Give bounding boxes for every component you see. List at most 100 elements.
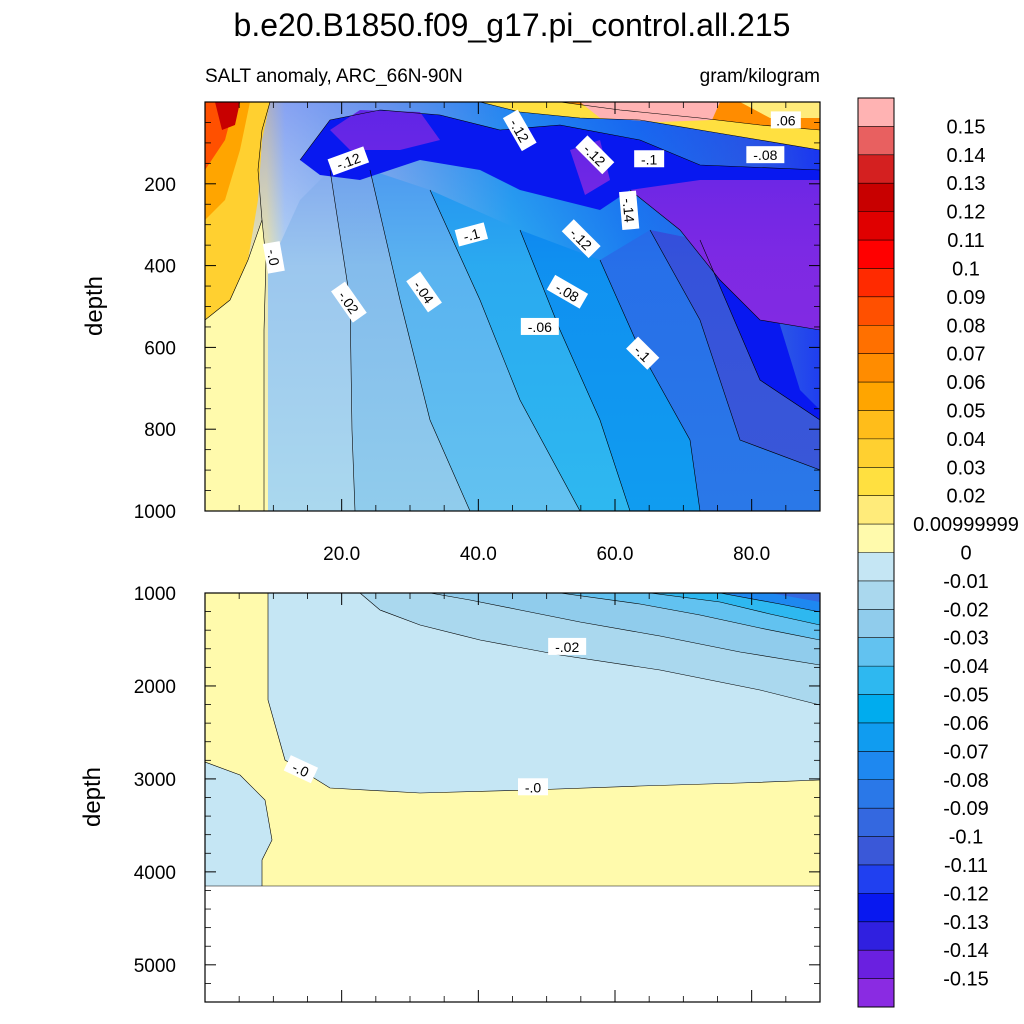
colorbar-swatch [858,325,894,354]
colorbar-swatch [858,552,894,582]
colorbar-swatch [858,126,894,156]
colorbar-swatch [858,240,894,269]
colorbar-swatch [858,183,894,212]
contour-label: -.0 [262,241,285,274]
contour-label: -.0 [518,778,548,796]
contour-label-box [575,135,615,175]
colorbar-label: 0.1 [952,258,980,280]
upper-y-tick-label: 800 [144,420,176,441]
colorbar-swatch [858,211,894,241]
contour-label: -.06 [520,317,559,335]
lower-y-tick-label: 2000 [134,677,176,698]
lower-contour-labels: -.02 -.0 -.0 [283,637,587,796]
contour-label-text: -.14 [620,198,638,224]
upper-y-tick-label: 200 [144,175,176,196]
colorbar-label: -0.13 [943,912,989,934]
colorbar-swatch [858,296,894,326]
lower-ylabel: depth [79,767,106,827]
colorbar-swatch [858,410,894,440]
contour-label-box [406,271,442,313]
upper-x-ticks: 20.0 40.0 60.0 80.0 [238,102,787,565]
contour-label-text: -.12 [334,150,362,173]
colorbar-swatch [858,580,894,610]
colorbar-label: -0.12 [943,883,989,905]
colorbar-label: -0.11 [944,855,988,877]
contour-label-text: -.1 [462,225,482,245]
upper-x-tick-label: 60.0 [597,544,634,565]
contour-label-text: -.0 [264,248,283,267]
colorbar-label: -0.08 [943,770,989,792]
contour-label-text: -.02 [555,639,579,655]
colorbar-label: 0 [960,543,971,565]
contour-label-box [520,317,559,335]
colorbar-swatch [858,751,894,781]
colorbar-label: -0.05 [943,685,989,707]
contour-label: -.14 [619,190,640,231]
colorbar-label: 0.09 [947,287,986,309]
contour-label: -.1 [454,222,489,247]
colorbar-swatch [858,382,894,411]
colorbar-label: 0.05 [947,400,986,422]
colorbar-swatch [858,467,894,496]
contour-label-box [502,109,537,152]
chart-title: b.e20.B1850.f09_g17.pi_control.all.215 [234,7,791,43]
contour-label-box [626,336,660,370]
colorbar-label: 0.03 [947,457,986,479]
upper-band-pos-left5 [205,220,266,511]
lower-band-neg09 [770,593,820,602]
colorbar-swatch [858,154,894,184]
lower-y-tick-label: 3000 [134,770,176,791]
contour-label-box [518,778,548,796]
colorbar-swatch [858,268,894,298]
colorbar-swatch [858,694,894,724]
contour-label-box [770,111,801,129]
lower-contour-lines [205,593,820,887]
colorbar-label: -0.02 [943,599,989,621]
contour-label-text: -.08 [753,147,777,163]
colorbar-swatch [858,808,894,837]
upper-x-tick-label: 20.0 [323,544,360,565]
subtitle-right: gram/kilogram [700,66,820,87]
colorbar-label: 0.06 [947,372,986,394]
contour-label-box [561,219,601,259]
contour-label-box [619,190,640,231]
colorbar-swatch [858,893,894,923]
colorbar-swatch [858,921,894,951]
lower-x-ticks [238,593,787,1002]
colorbar-label: 0.12 [947,202,986,224]
colorbar-swatch [858,836,894,866]
colorbar-label: -0.1 [949,827,983,849]
lower-y-axis: depth [79,767,106,827]
contour-label-box [262,241,285,274]
colorbar-label: 0.15 [947,116,986,138]
contour-label: .06 [770,111,801,129]
colorbar-label: 0.00999999 [913,514,1019,536]
colorbar-label: 0.07 [947,344,986,366]
colorbar-swatch [858,524,894,553]
contour-label-text: -.1 [641,151,658,167]
upper-band-pos-left4 [215,102,240,130]
subtitle-left: SALT anomaly, ARC_66N-90N [205,66,463,87]
colorbar-label: -0.09 [943,798,989,820]
upper-y-tick-label: 600 [144,338,176,359]
colorbar-swatch [858,779,894,809]
contour-label-box [546,274,589,309]
lower-y-tick-label: 5000 [134,956,176,977]
colorbar-label: -0.15 [943,969,989,991]
contour-label: -.1 [634,150,665,168]
upper-y-axis: depth [81,276,108,336]
colorbar-swatch [858,722,894,752]
lower-band-pos [205,593,820,886]
colorbar-label: -0.07 [943,741,989,763]
colorbar-label: -0.06 [943,713,989,735]
contour-label: -.02 [548,637,587,655]
colorbar-label: -0.01 [943,571,989,593]
upper-y-tick-label: 400 [144,257,176,278]
colorbar-label: 0.04 [947,429,986,451]
contour-label-text: -.0 [290,759,312,780]
contour-label-box [548,637,587,655]
upper-x-tick-label: 80.0 [733,544,770,565]
colorbar-label: -0.04 [943,656,989,678]
upper-y-tick-label: 1000 [134,502,176,523]
